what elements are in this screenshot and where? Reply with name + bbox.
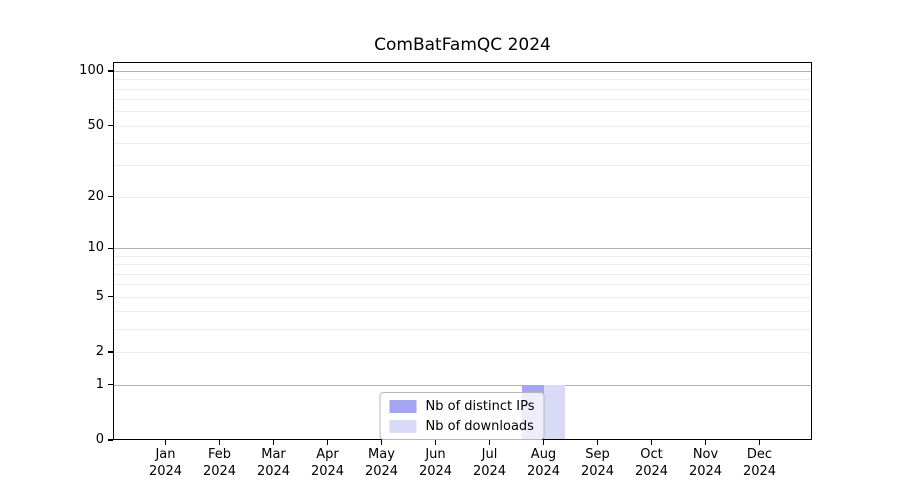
gridline-minor — [113, 143, 812, 145]
gridline-minor — [113, 165, 812, 167]
gridline-minor — [113, 296, 812, 298]
gridline-minor — [113, 352, 812, 354]
x-tick — [218, 440, 221, 445]
x-tick-year: 2024 — [310, 464, 345, 479]
x-tick — [434, 440, 437, 445]
legend-swatch — [389, 399, 417, 413]
gridline-minor — [113, 79, 812, 81]
x-tick-label: Feb 2024 — [188, 446, 252, 480]
x-tick-label: May 2024 — [350, 446, 414, 480]
y-tick — [108, 70, 113, 72]
gridline-minor — [113, 329, 812, 331]
chart-title: ComBatFamQC 2024 — [374, 35, 551, 55]
gridline-minor — [113, 111, 812, 113]
x-tick-year: 2024 — [742, 464, 777, 479]
x-tick — [272, 440, 275, 445]
y-tick-label: 20 — [87, 188, 104, 204]
x-tick-year: 2024 — [688, 464, 723, 479]
x-tick-year: 2024 — [364, 464, 399, 479]
y-tick — [108, 124, 113, 127]
y-tick-label: 1 — [95, 376, 104, 392]
y-tick — [108, 296, 113, 298]
x-tick-label: Nov 2024 — [674, 446, 738, 480]
bar-downloads — [543, 384, 565, 440]
legend-label: Nb of downloads — [425, 418, 534, 434]
x-tick-label: Jul 2024 — [458, 446, 522, 480]
x-tick-label: Jan 2024 — [134, 446, 198, 480]
x-tick-label: Dec 2024 — [728, 446, 792, 480]
x-tick — [596, 440, 599, 445]
x-tick — [488, 440, 491, 445]
y-tick — [108, 383, 113, 386]
y-tick-label: 0 — [95, 432, 104, 447]
x-tick-year: 2024 — [256, 464, 291, 479]
y-tick-label: 5 — [95, 288, 104, 304]
gridline-minor — [113, 196, 812, 198]
plot-area — [113, 62, 812, 440]
x-tick-year: 2024 — [526, 464, 561, 479]
x-tick-label: Jun 2024 — [404, 446, 468, 480]
y-tick-label: 10 — [87, 240, 104, 256]
gridline-minor — [113, 88, 812, 90]
x-tick-label: Oct 2024 — [620, 446, 684, 480]
y-tick-label: 2 — [95, 344, 104, 360]
gridline-minor — [113, 255, 812, 257]
x-tick-year: 2024 — [472, 464, 507, 479]
x-tick — [326, 440, 329, 445]
gridline-major — [113, 71, 812, 72]
x-tick — [542, 440, 545, 445]
y-tick — [108, 195, 113, 198]
x-tick — [650, 440, 653, 445]
y-tick — [108, 439, 113, 441]
legend-label: Nb of distinct IPs — [425, 398, 535, 414]
legend-swatch — [389, 419, 417, 433]
y-tick — [108, 247, 113, 249]
x-tick-label: Aug 2024 — [512, 446, 576, 480]
x-tick-year: 2024 — [580, 464, 615, 479]
y-tick-label: 50 — [87, 117, 104, 133]
plot-frame — [113, 62, 812, 440]
x-tick-label: Apr 2024 — [296, 446, 360, 480]
x-tick-year: 2024 — [148, 464, 183, 479]
gridline-minor — [113, 273, 812, 275]
x-tick — [380, 440, 383, 445]
gridline-major — [113, 248, 812, 250]
legend-item: Nb of distinct IPs — [389, 397, 535, 415]
chart-legend: Nb of distinct IPs Nb of downloads — [379, 392, 545, 440]
x-tick-year: 2024 — [634, 464, 669, 479]
x-tick-year: 2024 — [418, 464, 453, 479]
gridline-minor — [113, 311, 812, 313]
gridline-major — [113, 384, 812, 386]
x-tick-label: Mar 2024 — [242, 446, 306, 480]
x-tick-year: 2024 — [202, 464, 237, 479]
x-tick-label: Sep 2024 — [566, 446, 630, 480]
x-tick — [704, 440, 707, 445]
legend-item: Nb of downloads — [389, 417, 535, 435]
gridline-minor — [113, 264, 812, 266]
y-tick — [108, 351, 113, 353]
y-tick-label: 100 — [79, 63, 104, 78]
x-tick — [758, 440, 761, 445]
gridline-minor — [113, 99, 812, 101]
x-tick — [164, 440, 167, 445]
gridline-minor — [113, 125, 812, 127]
gridline-minor — [113, 284, 812, 286]
